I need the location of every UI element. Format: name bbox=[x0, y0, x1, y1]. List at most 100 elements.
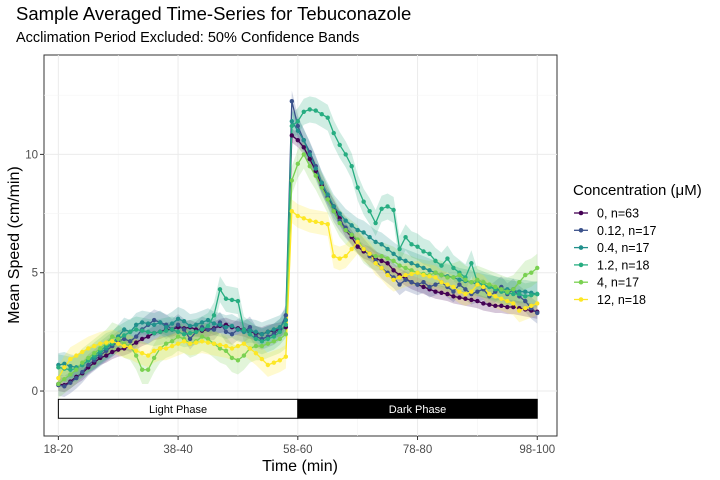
data-point-1-2-n-18 bbox=[68, 367, 73, 372]
data-point-12-n-18 bbox=[175, 341, 181, 346]
x-tick-label: 58-60 bbox=[283, 444, 312, 456]
data-point-0-n-63 bbox=[289, 133, 295, 138]
data-point-12-n-18 bbox=[475, 282, 480, 287]
data-point-0-4-n-17 bbox=[355, 227, 360, 233]
data-point-0-4-n-17 bbox=[367, 235, 372, 240]
plot-panel bbox=[43, 54, 558, 437]
legend-item: 0, n=63 bbox=[574, 207, 639, 221]
data-point-0-4-n-17 bbox=[145, 321, 151, 326]
data-point-4-n-17 bbox=[481, 279, 486, 285]
data-point-1-2-n-18 bbox=[133, 327, 139, 332]
legend-key-point bbox=[578, 279, 584, 285]
data-point-12-n-18 bbox=[505, 298, 510, 304]
data-point-1-2-n-18 bbox=[517, 291, 522, 297]
data-point-0-4-n-17 bbox=[265, 329, 271, 335]
data-point-0-n-63 bbox=[439, 290, 444, 296]
data-point-4-n-17 bbox=[151, 355, 157, 361]
data-point-0-12-n-17 bbox=[463, 287, 468, 292]
legend-item: 12, n=18 bbox=[574, 293, 646, 307]
legend-item: 0.4, n=17 bbox=[574, 241, 650, 255]
data-point-12-n-18 bbox=[289, 208, 295, 214]
data-point-0-4-n-17 bbox=[337, 211, 342, 216]
data-point-12-n-18 bbox=[445, 282, 450, 287]
data-point-4-n-17 bbox=[133, 353, 139, 358]
data-point-4-n-17 bbox=[169, 339, 175, 344]
data-point-12-n-18 bbox=[211, 341, 217, 346]
legend-key-point bbox=[578, 262, 584, 268]
data-point-0-4-n-17 bbox=[343, 218, 348, 223]
data-point-12-n-18 bbox=[145, 353, 151, 358]
data-point-12-n-18 bbox=[86, 346, 91, 351]
data-point-0-4-n-17 bbox=[205, 317, 211, 323]
data-point-0-n-63 bbox=[139, 336, 145, 342]
phase-box-dark-phase bbox=[297, 398, 538, 419]
data-point-1-2-n-18 bbox=[451, 265, 456, 271]
data-point-12-n-18 bbox=[367, 251, 372, 256]
data-point-12-n-18 bbox=[295, 213, 301, 219]
data-point-0-4-n-17 bbox=[283, 317, 289, 323]
data-point-4-n-17 bbox=[475, 277, 480, 283]
data-point-1-2-n-18 bbox=[211, 313, 217, 318]
data-point-12-n-18 bbox=[451, 284, 456, 290]
data-point-0-4-n-17 bbox=[325, 192, 330, 197]
data-point-1-2-n-18 bbox=[277, 329, 283, 335]
data-point-0-4-n-17 bbox=[385, 246, 390, 252]
data-point-12-n-18 bbox=[535, 301, 540, 306]
data-point-1-2-n-18 bbox=[289, 123, 295, 129]
data-point-12-n-18 bbox=[481, 284, 486, 290]
data-point-4-n-17 bbox=[337, 220, 342, 226]
data-point-0-n-63 bbox=[475, 298, 480, 304]
data-point-1-2-n-18 bbox=[181, 332, 187, 337]
data-point-1-2-n-18 bbox=[409, 242, 414, 247]
data-point-0-4-n-17 bbox=[391, 251, 396, 256]
data-point-0-4-n-17 bbox=[199, 320, 205, 325]
data-point-1-2-n-18 bbox=[319, 111, 324, 117]
data-point-12-n-18 bbox=[68, 356, 73, 362]
data-point-12-n-18 bbox=[205, 340, 211, 345]
data-point-12-n-18 bbox=[313, 219, 318, 225]
data-point-4-n-17 bbox=[499, 287, 504, 292]
data-point-0-n-63 bbox=[445, 291, 450, 297]
data-point-12-n-18 bbox=[92, 343, 97, 349]
data-point-0-4-n-17 bbox=[68, 363, 73, 369]
chart-title: Sample Averaged Time-Series for Tebucona… bbox=[16, 3, 411, 24]
data-point-12-n-18 bbox=[104, 340, 109, 345]
data-point-0-12-n-17 bbox=[62, 384, 67, 389]
data-point-12-n-18 bbox=[277, 358, 283, 363]
data-point-0-4-n-17 bbox=[169, 321, 175, 326]
y-tick-label: 0 bbox=[32, 386, 38, 398]
data-point-12-n-18 bbox=[421, 272, 426, 278]
data-point-0-4-n-17 bbox=[229, 323, 235, 329]
data-point-0-12-n-17 bbox=[535, 310, 540, 316]
data-point-1-2-n-18 bbox=[122, 333, 127, 338]
data-point-4-n-17 bbox=[199, 334, 205, 339]
data-point-0-4-n-17 bbox=[331, 204, 336, 209]
data-point-4-n-17 bbox=[343, 227, 348, 233]
data-point-0-12-n-17 bbox=[223, 329, 229, 335]
data-point-0-n-63 bbox=[499, 303, 504, 309]
data-point-1-2-n-18 bbox=[343, 152, 348, 157]
data-point-0-12-n-17 bbox=[451, 289, 456, 294]
data-point-12-n-18 bbox=[241, 341, 247, 346]
data-point-4-n-17 bbox=[505, 289, 510, 294]
data-point-12-n-18 bbox=[325, 222, 330, 227]
data-point-0-12-n-17 bbox=[181, 327, 187, 332]
data-point-12-n-18 bbox=[439, 279, 444, 285]
data-point-4-n-17 bbox=[487, 282, 492, 287]
data-point-0-n-63 bbox=[463, 296, 468, 301]
data-point-12-n-18 bbox=[511, 301, 516, 306]
data-point-4-n-17 bbox=[319, 185, 324, 190]
data-point-12-n-18 bbox=[355, 239, 360, 245]
data-point-1-2-n-18 bbox=[151, 330, 157, 336]
data-point-1-2-n-18 bbox=[397, 246, 402, 252]
data-point-1-2-n-18 bbox=[523, 294, 528, 299]
data-point-1-2-n-18 bbox=[301, 109, 306, 114]
data-point-12-n-18 bbox=[331, 253, 336, 259]
data-point-12-n-18 bbox=[427, 274, 432, 279]
data-point-12-n-18 bbox=[62, 365, 67, 370]
data-point-0-4-n-17 bbox=[133, 322, 139, 327]
data-point-4-n-17 bbox=[277, 336, 283, 342]
x-axis-ticks: 18-20 38-40 58-60 78-80 98-100 bbox=[44, 436, 555, 456]
data-point-4-n-17 bbox=[409, 268, 414, 273]
data-point-0-n-63 bbox=[457, 295, 462, 300]
